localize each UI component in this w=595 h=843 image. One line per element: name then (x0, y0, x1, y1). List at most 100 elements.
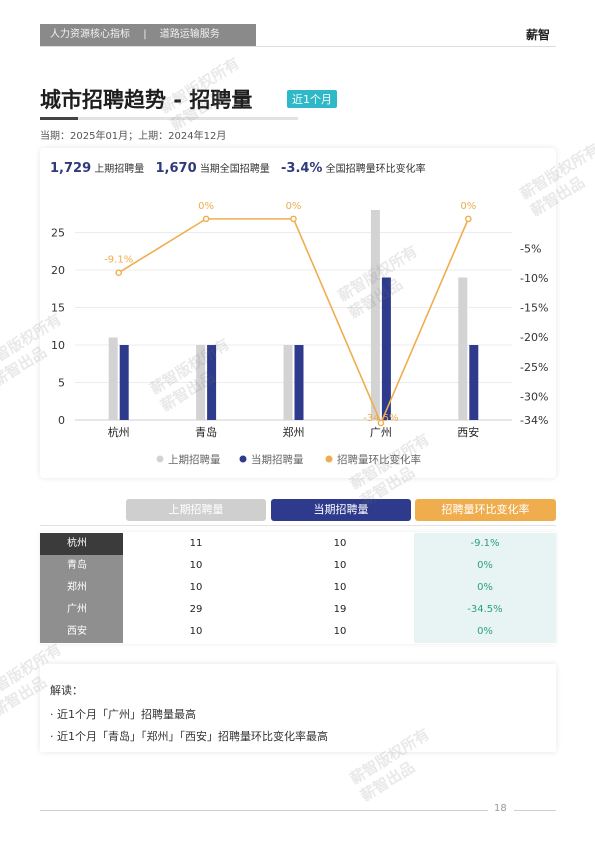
legend-swatch-2 (325, 455, 333, 463)
header-tab-hr-metrics[interactable]: 人力资源核心指标 (50, 29, 130, 40)
bar-prev-青岛 (196, 345, 206, 420)
header-divider: | (143, 29, 147, 40)
rate-data-label-广州: -34.5% (363, 413, 398, 424)
page-number: 18 (494, 803, 507, 814)
table-curr-cell: 19 (270, 599, 410, 621)
table-curr-cell: 10 (270, 577, 410, 599)
table-row: 郑州 10 10 0% (40, 577, 556, 599)
left-axis-tick-label: 20 (51, 264, 65, 277)
table-prev-cell: 10 (125, 621, 267, 643)
x-axis-label-郑州: 郑州 (283, 425, 305, 439)
rate-point-郑州 (290, 215, 297, 223)
kpi-change-label: 全国招聘量环比变化率 (325, 164, 426, 175)
left-axis-tick-label: 15 (51, 302, 65, 315)
rate-point-杭州 (115, 269, 122, 277)
left-axis-tick-label: 25 (51, 227, 65, 240)
rate-point-广州 (377, 419, 385, 427)
legend-label-1: 当期招聘量 (251, 453, 304, 466)
footer-line-right (514, 810, 556, 811)
table-city-cell: 西安 (40, 621, 123, 643)
legend-label-0: 上期招聘量 (168, 453, 221, 466)
table-curr-cell: 10 (270, 621, 410, 643)
x-axis-label-杭州: 杭州 (108, 425, 130, 439)
kpi-curr-value: 1,670 (155, 161, 197, 176)
rate-line (118, 218, 470, 425)
interpretation-line: · 近1个月「青岛」「郑州」「西安」招聘量环比变化率最高 (50, 730, 328, 743)
table-row: 广州 29 19 -34.5% (40, 599, 556, 621)
bar-curr-广州 (381, 277, 391, 420)
period-badge: 近1个月 (287, 90, 337, 108)
recruitment-chart: 0 5 10 15 20 25 -5% -10% -15% -20% -25% -30% -34% 杭州 青… (51, 201, 548, 466)
rate-data-label-杭州: -9.1% (104, 255, 133, 266)
rate-data-label-郑州: 0% (286, 201, 302, 212)
bar-prev-杭州 (108, 337, 118, 420)
table-city-cell: 郑州 (40, 577, 123, 599)
bar-curr-杭州 (119, 345, 129, 420)
legend-swatch-1 (239, 455, 247, 463)
rate-point-西安 (464, 215, 472, 223)
right-axis-tick-label: -15% (520, 302, 548, 315)
interpretation-line: · 近1个月「广州」招聘量最高 (50, 708, 196, 721)
table-curr-cell: 10 (270, 533, 410, 555)
right-axis-tick-label: -20% (520, 331, 548, 344)
table-prev-cell: 11 (125, 533, 267, 555)
header-tab-industry[interactable]: 道路运输服务 (159, 29, 220, 40)
right-axis-tick-label: -10% (520, 272, 548, 285)
right-axis-tick-label: -30% (520, 390, 548, 403)
kpi-change-value: -3.4% (281, 161, 323, 176)
bar-curr-西安 (469, 345, 479, 420)
left-axis-tick-label: 0 (58, 414, 65, 427)
table-prev-cell: 10 (125, 555, 267, 577)
brand-logo-text: 薪智 (526, 28, 551, 42)
interpretation-heading: 解读： (50, 684, 83, 697)
table-header-prev: 上期招聘量 (126, 499, 266, 521)
kpi-summary: 1,729 上期招聘量 1,670 当期全国招聘量 -3.4% 全国招聘量环比变… (50, 160, 426, 176)
interpretation-card: 解读： · 近1个月「广州」招聘量最高 · 近1个月「青岛」「郑州」「西安」招聘… (40, 664, 556, 752)
table-rate-cell: 0% (414, 621, 556, 643)
x-axis-label-广州: 广州 (370, 426, 392, 439)
kpi-prev-label: 上期招聘量 (94, 164, 145, 175)
header-divider-line (40, 46, 556, 47)
kpi-curr-label: 当期全国招聘量 (199, 164, 270, 175)
chart-card (40, 148, 556, 478)
table-row: 杭州 11 10 -9.1% (40, 533, 556, 555)
page-title: 城市招聘趋势 - 招聘量 (40, 88, 253, 112)
table-row: 青岛 10 10 0% (40, 555, 556, 577)
title-underline (40, 117, 298, 120)
legend-label-2: 招聘量环比变化率 (337, 453, 421, 466)
x-axis-label-青岛: 青岛 (195, 425, 217, 439)
bar-curr-青岛 (207, 345, 217, 420)
table-divider (40, 525, 556, 526)
rate-data-label-西安: 0% (460, 201, 476, 212)
right-axis-tick-label: -25% (520, 361, 548, 374)
table-header-rate: 招聘量环比变化率 (415, 499, 556, 521)
table-header-curr: 当期招聘量 (271, 499, 411, 521)
rate-point-青岛 (202, 215, 210, 223)
bar-prev-郑州 (283, 345, 293, 420)
right-axis-tick-label: -34% (520, 414, 548, 427)
bar-prev-广州 (370, 210, 380, 420)
right-axis-tick-label: -5% (520, 242, 541, 255)
kpi-prev-value: 1,729 (50, 161, 92, 176)
table-rate-cell: 0% (414, 577, 556, 599)
rate-data-label-青岛: 0% (198, 201, 214, 212)
table-prev-cell: 29 (125, 599, 267, 621)
legend-swatch-0 (156, 455, 164, 463)
period-text: 当期：2025年01月；上期：2024年12月 (40, 131, 227, 142)
header-tab-bar: 人力资源核心指标 | 道路运输服务 (40, 24, 256, 46)
table-rate-cell: 0% (414, 555, 556, 577)
table-curr-cell: 10 (270, 555, 410, 577)
left-axis-tick-label: 10 (51, 339, 65, 352)
table-city-cell: 广州 (40, 599, 123, 621)
x-axis-label-西安: 西安 (457, 425, 479, 439)
table-prev-cell: 10 (125, 577, 267, 599)
table-city-cell: 青岛 (40, 555, 123, 577)
left-axis-tick-label: 5 (58, 377, 65, 390)
bar-curr-郑州 (294, 345, 304, 420)
footer-line-left (40, 810, 488, 811)
table-city-cell: 杭州 (40, 533, 123, 555)
table-row: 西安 10 10 0% (40, 621, 556, 643)
table-rate-cell: -9.1% (414, 533, 556, 555)
table-rate-cell: -34.5% (414, 599, 556, 621)
bar-prev-西安 (458, 277, 468, 420)
